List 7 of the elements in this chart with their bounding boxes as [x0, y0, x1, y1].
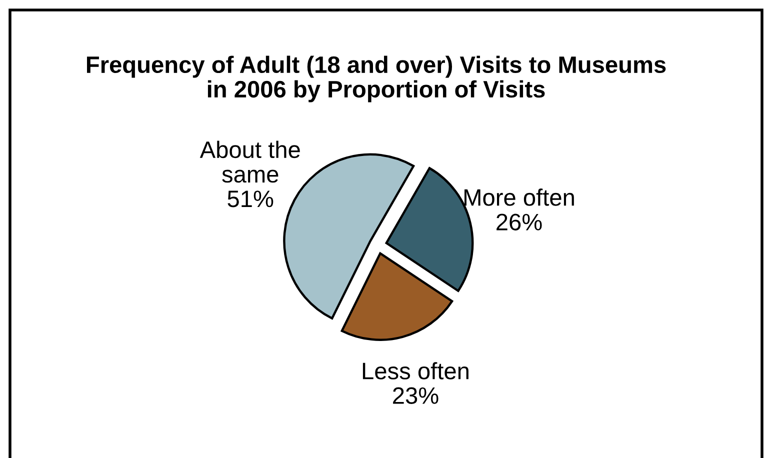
slice-label: About the same [200, 140, 300, 183]
chart-title: Frequency of Adult (18 and over) Visits to Museums in 2006 by Proportion of Visits [86, 56, 666, 102]
data-label: 51% [228, 190, 274, 208]
slice-label: More often [464, 188, 574, 206]
data-label: 26% [496, 214, 542, 230]
data-label: 23% [393, 387, 438, 404]
slice-label: Less often [362, 362, 468, 380]
